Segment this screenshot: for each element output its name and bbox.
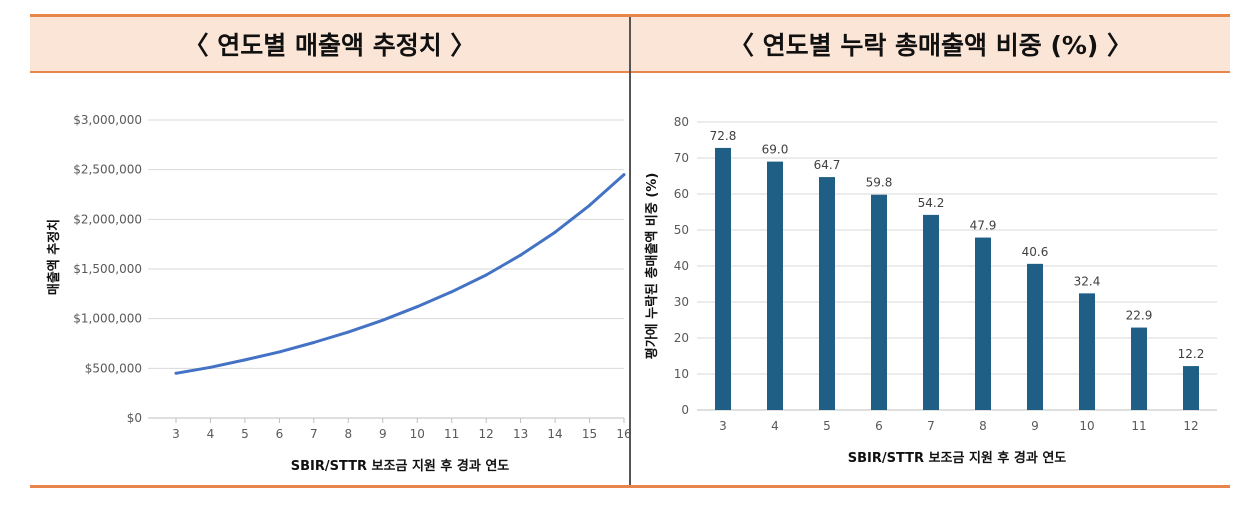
x-tick-label: 16 — [616, 427, 629, 441]
data-label: 59.8 — [866, 176, 893, 190]
x-tick-label: 7 — [310, 427, 318, 441]
data-label: 72.8 — [710, 129, 737, 143]
x-tick-label: 3 — [172, 427, 180, 441]
y-tick-label: 20 — [674, 331, 689, 345]
y-tick-label: $3,000,000 — [73, 113, 142, 127]
bar — [715, 147, 731, 411]
line-point — [208, 365, 212, 369]
x-tick-label: 4 — [207, 427, 215, 441]
y-axis-label: 매출액 추정치 — [46, 219, 62, 295]
line-chart: $0 $500,000 $1,000,000 $1,500,000 $2,000,000… — [46, 113, 629, 474]
x-tick-label: 10 — [1079, 419, 1094, 433]
y-tick-label: $0 — [127, 411, 142, 425]
bar — [923, 214, 939, 410]
top-rule — [30, 14, 1230, 17]
data-label: 32.4 — [1074, 274, 1101, 288]
x-tick-label: 9 — [1031, 419, 1039, 433]
y-tick-label: $500,000 — [85, 361, 142, 375]
y-tick-label: 0 — [681, 403, 689, 417]
y-tick-label: $1,000,000 — [73, 312, 142, 326]
line-point — [519, 253, 523, 257]
x-tick-label: 6 — [875, 419, 883, 433]
left-panel-title: 〈 연도별 매출액 추정치 〉 — [30, 17, 629, 71]
x-tick-label: 8 — [979, 419, 987, 433]
x-tick-label: 11 — [1131, 419, 1146, 433]
y-axis-label: 평가에 누락된 총매출액 비중 (%) — [644, 173, 660, 360]
bar — [767, 161, 783, 410]
x-tick-label: 9 — [379, 427, 387, 441]
x-tick-label: 12 — [1183, 419, 1198, 433]
bar — [975, 237, 991, 410]
data-label: 12.2 — [1178, 347, 1205, 361]
data-label: 54.2 — [918, 196, 945, 210]
line-point — [346, 330, 350, 334]
y-tick-label: 70 — [674, 151, 689, 165]
line-series — [175, 173, 625, 375]
x-tick-label: 6 — [276, 427, 284, 441]
line-point — [381, 318, 385, 322]
data-label: 40.6 — [1022, 245, 1049, 259]
line-point — [174, 371, 178, 375]
bar — [1131, 327, 1147, 410]
x-tick-label: 5 — [241, 427, 249, 441]
x-axis-label: SBIR/STTR 보조금 지원 후 경과 연도 — [848, 450, 1067, 466]
line-point — [622, 173, 626, 177]
y-tick-label: 60 — [674, 187, 689, 201]
line-point — [415, 305, 419, 309]
x-tick-label: 15 — [582, 427, 597, 441]
bottom-rule — [30, 485, 1230, 488]
bar-chart: 0 10 20 30 40 50 60 70 80 72.8 3 69.0 4 64.7 5 59.8 6 54.… — [644, 115, 1217, 466]
line-point — [450, 290, 454, 294]
x-axis-label: SBIR/STTR 보조금 지원 후 경과 연도 — [291, 458, 510, 474]
x-tick-label: 10 — [410, 427, 425, 441]
data-label: 69.0 — [762, 143, 789, 157]
x-tick-label: 3 — [719, 419, 727, 433]
x-tick-label: 11 — [444, 427, 459, 441]
line-point — [553, 230, 557, 234]
y-tick-label: 50 — [674, 223, 689, 237]
y-tick-label: $2,500,000 — [73, 163, 142, 177]
right-panel-title: 〈 연도별 누락 총매출액 비중 (%) 〉 — [631, 17, 1230, 71]
line-point — [312, 341, 316, 345]
x-tick-label: 7 — [927, 419, 935, 433]
x-tick-label: 4 — [771, 419, 779, 433]
line-point — [484, 273, 488, 277]
y-tick-label: 30 — [674, 295, 689, 309]
data-label: 64.7 — [814, 158, 841, 172]
bar — [1027, 263, 1043, 410]
y-tick-label: 40 — [674, 259, 689, 273]
x-tick-label: 12 — [479, 427, 494, 441]
y-tick-label: 10 — [674, 367, 689, 381]
data-label: 47.9 — [970, 219, 997, 233]
x-tick-label: 5 — [823, 419, 831, 433]
y-tick-label: 80 — [674, 115, 689, 129]
line-point — [588, 203, 592, 207]
figure-frame: 〈 연도별 매출액 추정치 〉 〈 연도별 누락 총매출액 비중 (%) 〉 $… — [30, 14, 1230, 488]
y-tick-label: $1,500,000 — [73, 262, 142, 276]
bar — [1079, 293, 1095, 410]
bar — [871, 194, 887, 410]
x-tick-label: 13 — [513, 427, 528, 441]
x-tick-label: 14 — [547, 427, 562, 441]
y-tick-label: $2,000,000 — [73, 212, 142, 226]
data-label: 22.9 — [1126, 309, 1153, 323]
panel-divider — [629, 17, 631, 485]
line-point — [243, 358, 247, 362]
bar — [1183, 366, 1199, 410]
x-tick-label: 8 — [344, 427, 352, 441]
bar — [819, 177, 835, 410]
line-point — [277, 350, 281, 354]
